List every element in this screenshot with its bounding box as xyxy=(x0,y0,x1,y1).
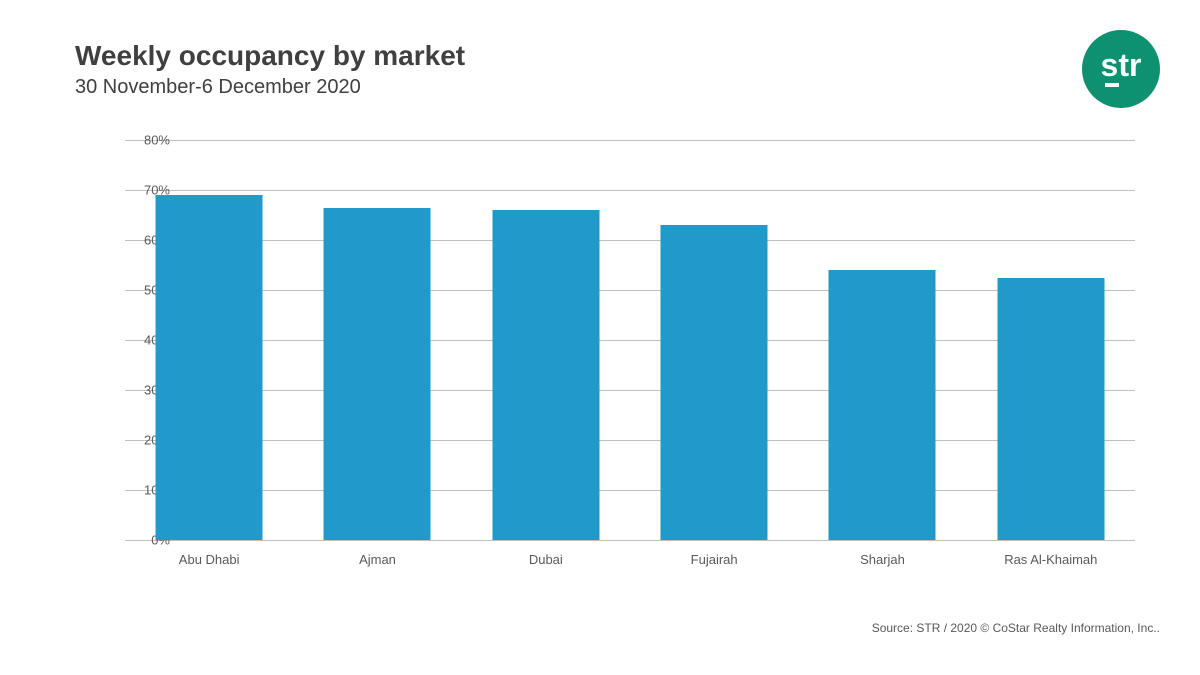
bar xyxy=(997,278,1104,541)
chart-title: Weekly occupancy by market xyxy=(75,40,465,72)
x-axis-label: Abu Dhabi xyxy=(125,546,293,570)
bar-slot xyxy=(462,140,630,540)
brand-logo: str xyxy=(1082,30,1160,108)
x-axis-labels: Abu DhabiAjmanDubaiFujairahSharjahRas Al… xyxy=(125,546,1135,570)
bar-slot xyxy=(630,140,798,540)
bar-slot xyxy=(798,140,966,540)
x-axis-label: Sharjah xyxy=(798,546,966,570)
x-axis-label: Ras Al-Khaimah xyxy=(967,546,1135,570)
x-axis-label: Ajman xyxy=(293,546,461,570)
bar-slot xyxy=(967,140,1135,540)
logo-underline xyxy=(1105,83,1119,87)
plot-area: 0%10%20%30%40%50%60%70%80% xyxy=(125,140,1135,540)
bar-slot xyxy=(125,140,293,540)
bar-slot xyxy=(293,140,461,540)
gridline xyxy=(125,540,1135,541)
chart-header: Weekly occupancy by market 30 November-6… xyxy=(75,40,465,99)
chart-subtitle: 30 November-6 December 2020 xyxy=(75,76,465,99)
bar xyxy=(829,270,936,540)
bars-container xyxy=(125,140,1135,540)
source-footer: Source: STR / 2020 © CoStar Realty Infor… xyxy=(872,621,1160,635)
x-axis-label: Fujairah xyxy=(630,546,798,570)
bar xyxy=(661,225,768,540)
bar-chart: 0%10%20%30%40%50%60%70%80% Abu DhabiAjma… xyxy=(75,140,1135,570)
bar xyxy=(156,195,263,540)
logo-text: str xyxy=(1101,47,1142,83)
bar xyxy=(324,208,431,541)
bar xyxy=(492,210,599,540)
x-axis-label: Dubai xyxy=(462,546,630,570)
